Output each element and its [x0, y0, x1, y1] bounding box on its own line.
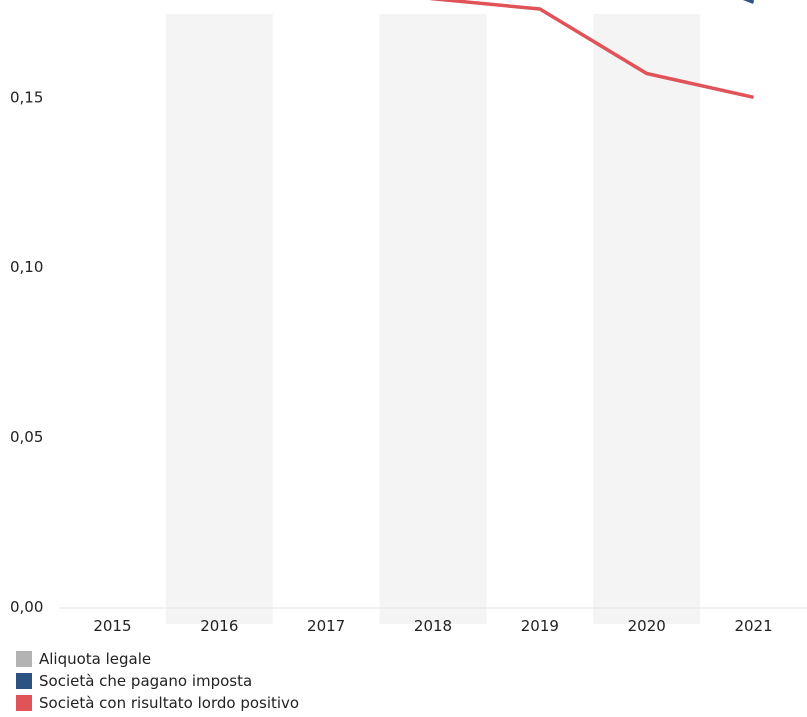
- x-tick-label-2016: 2016: [200, 617, 238, 635]
- x-tick-label-2018: 2018: [414, 617, 452, 635]
- legend: Aliquota legale Società che pagano impos…: [16, 648, 516, 714]
- series-line-societa-con-risultato-lordo-positivo: [429, 0, 754, 100]
- legend-item-societa-che-pagano-imposta: Società che pagano imposta: [16, 670, 516, 692]
- legend-swatch-societa-che-pagano-imposta: [16, 673, 32, 689]
- legend-item-societa-con-risultato-lordo-positivo: Società con risultato lordo positivo: [16, 692, 516, 714]
- shaded-column-2020: [593, 14, 701, 624]
- x-tick-label-2015: 2015: [93, 617, 131, 635]
- x-tick-label-2021: 2021: [734, 617, 772, 635]
- shaded-column-2018: [379, 14, 487, 624]
- legend-item-aliquota-legale: Aliquota legale: [16, 648, 516, 670]
- x-tick-label-2017: 2017: [307, 617, 345, 635]
- legend-swatch-societa-con-risultato-lordo-positivo: [16, 695, 32, 711]
- y-tick-label-0-05: 0,05: [10, 428, 43, 446]
- y-tick-label-0-15: 0,15: [10, 88, 43, 106]
- legend-swatch-aliquota-legale: [16, 651, 32, 667]
- x-tick-label-2020: 2020: [628, 617, 666, 635]
- legend-label-societa-con-risultato-lordo-positivo: Società con risultato lordo positivo: [39, 694, 300, 712]
- legend-label-societa-che-pagano-imposta: Società che pagano imposta: [39, 672, 253, 690]
- x-tick-label-2019: 2019: [521, 617, 559, 635]
- y-tick-label-0-00: 0,00: [10, 598, 43, 616]
- shaded-column-2016: [165, 14, 273, 624]
- legend-label-aliquota-legale: Aliquota legale: [39, 650, 152, 668]
- y-tick-label-0-10: 0,10: [10, 258, 43, 276]
